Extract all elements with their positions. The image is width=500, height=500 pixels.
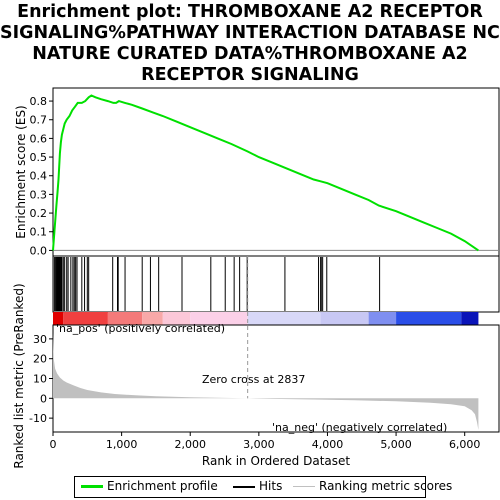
es-y-tick-label: 0.5 bbox=[30, 151, 48, 164]
legend: Enrichment profile Hits Ranking metric s… bbox=[74, 476, 452, 498]
na-pos-label: 'na_pos' (positively correlated) bbox=[56, 322, 225, 335]
es-y-tick-label: 0.3 bbox=[30, 188, 48, 201]
chart-title: Enrichment plot: THROMBOXANE A2 RECEPTOR… bbox=[0, 2, 500, 86]
rank-x-ticks: 0 1,000 2,000 3,000 4,000 5,000 6,000 bbox=[50, 432, 481, 451]
es-y-tick-label: 0.1 bbox=[30, 226, 48, 239]
color-band-segment bbox=[368, 312, 397, 325]
legend-hits: Hits bbox=[233, 479, 282, 493]
na-neg-label: 'na_neg' (negatively correlated) bbox=[272, 421, 447, 434]
color-band-segment bbox=[190, 312, 248, 325]
color-band-segment bbox=[247, 312, 321, 325]
color-band-segment bbox=[63, 312, 108, 325]
ranking-swatch bbox=[293, 486, 315, 487]
ranking-color-band bbox=[53, 312, 479, 325]
color-band-segment bbox=[461, 312, 479, 325]
es-y-tick-label: 0.2 bbox=[30, 207, 48, 220]
legend-enrichment-label: Enrichment profile bbox=[107, 479, 218, 493]
hits-swatch bbox=[233, 485, 255, 488]
es-y-axis-label: Enrichment score (ES) bbox=[14, 105, 28, 238]
x-tick-label: 6,000 bbox=[449, 438, 481, 451]
x-tick-label: 3,000 bbox=[243, 438, 275, 451]
color-band-segment bbox=[320, 312, 369, 325]
es-y-ticks: 0.0 0.1 0.2 0.3 0.4 0.5 0.6 0.7 0.8 bbox=[30, 95, 53, 257]
rank-y-tick-label: 10 bbox=[33, 373, 47, 386]
legend-enrichment: Enrichment profile bbox=[81, 479, 218, 493]
hits-panel bbox=[52, 255, 500, 313]
es-y-tick-label: 0.7 bbox=[30, 114, 48, 127]
es-y-tick-label: 0.6 bbox=[30, 132, 48, 145]
es-panel: 0.0 0.1 0.2 0.3 0.4 0.5 0.6 0.7 0.8 Enrichment s… bbox=[14, 87, 500, 257]
x-tick-label: 0 bbox=[50, 438, 57, 451]
es-y-tick-label: 0.4 bbox=[30, 170, 48, 183]
rank-y-tick-label: -10 bbox=[29, 412, 47, 425]
legend-ranking-label: Ranking metric scores bbox=[319, 479, 453, 493]
enrichment-profile-line bbox=[52, 94, 479, 252]
rank-y-tick-label: 30 bbox=[33, 333, 47, 346]
x-tick-label: 5,000 bbox=[380, 438, 412, 451]
rank-panel-frame bbox=[52, 324, 500, 433]
zero-cross-label: Zero cross at 2837 bbox=[202, 373, 305, 386]
color-band-segment bbox=[107, 312, 143, 325]
color-band-segment bbox=[53, 312, 64, 325]
rank-y-axis-label: Ranked list metric (PreRanked) bbox=[12, 283, 26, 468]
color-band-segment bbox=[396, 312, 462, 325]
rank-y-tick-label: 0 bbox=[40, 392, 47, 405]
legend-hits-label: Hits bbox=[259, 479, 283, 493]
title-line-3: NATURE CURATED DATA%THROMBOXANE A2 bbox=[32, 44, 468, 64]
x-tick-label: 2,000 bbox=[174, 438, 206, 451]
x-tick-label: 4,000 bbox=[312, 438, 344, 451]
color-band-segment bbox=[162, 312, 191, 325]
title-line-4: RECEPTOR SIGNALING bbox=[141, 65, 359, 85]
es-panel-frame bbox=[52, 87, 500, 257]
x-tick-label: 1,000 bbox=[106, 438, 138, 451]
title-line-1: Enrichment plot: THROMBOXANE A2 RECEPTOR bbox=[17, 2, 483, 22]
rank-y-tick-label: 20 bbox=[33, 353, 47, 366]
x-axis-label: Rank in Ordered Dataset bbox=[202, 454, 350, 468]
hits-panel-frame bbox=[52, 255, 500, 313]
color-band-segment bbox=[142, 312, 163, 325]
es-y-tick-label: 0.8 bbox=[30, 95, 48, 108]
es-y-tick-label: 0.0 bbox=[30, 244, 48, 257]
rank-y-ticks: -10 0 10 20 30 bbox=[29, 333, 53, 425]
title-line-2: SIGNALING%PATHWAY INTERACTION DATABASE N… bbox=[0, 23, 500, 43]
hit-lines bbox=[53, 257, 381, 311]
legend-ranking: Ranking metric scores bbox=[293, 479, 452, 493]
enrichment-swatch bbox=[81, 485, 103, 488]
